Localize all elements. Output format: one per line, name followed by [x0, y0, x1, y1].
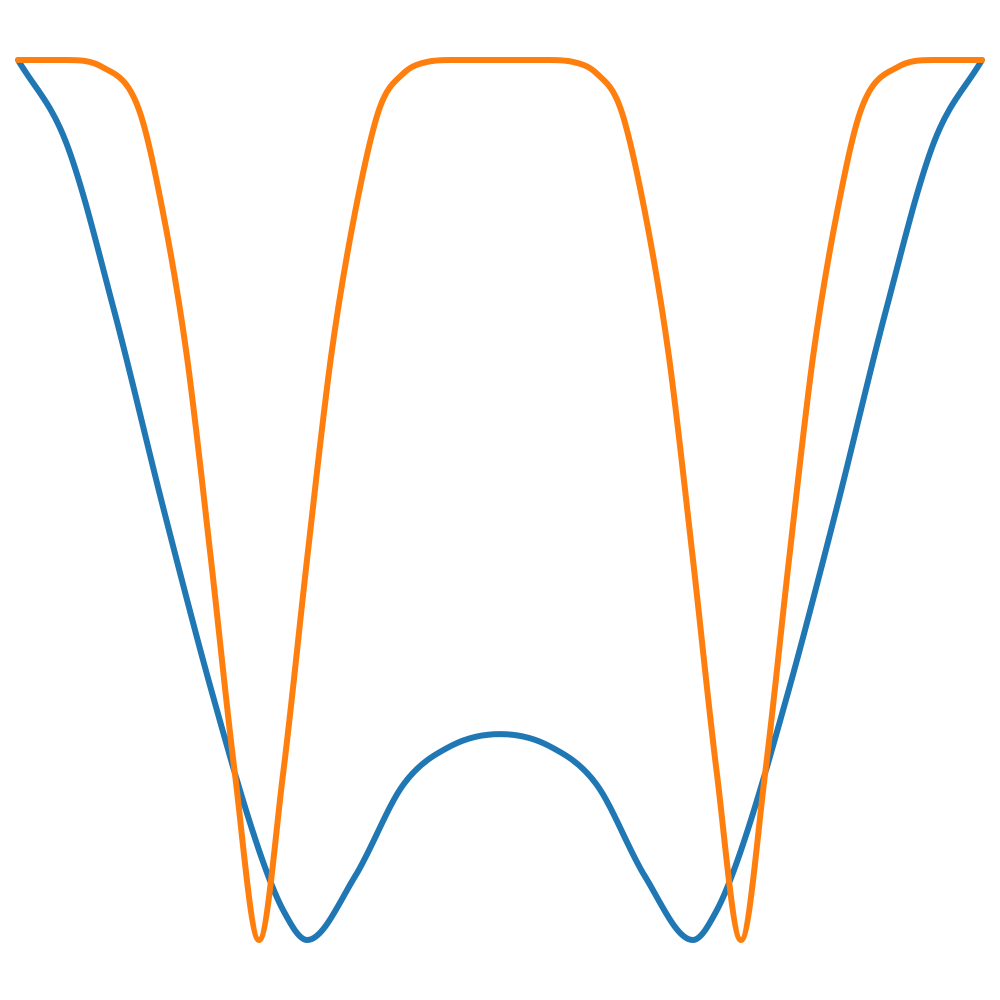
- series-line-2: [15, 57, 985, 943]
- plot-area: [15, 57, 985, 943]
- series-line-1: [15, 57, 985, 943]
